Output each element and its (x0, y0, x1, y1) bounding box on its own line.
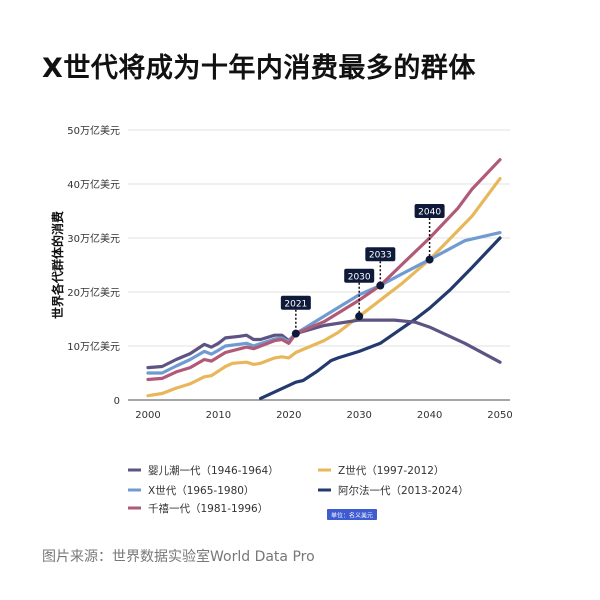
annotation-point (376, 281, 385, 290)
annotation-label: 2033 (369, 251, 392, 261)
y-tick-label: 30万亿美元 (67, 232, 120, 245)
unit-badge (327, 509, 377, 520)
x-tick-label: 2050 (487, 410, 512, 421)
annotation-badge (365, 247, 396, 262)
annotation-point (425, 255, 434, 264)
x-tick-label: 2000 (135, 410, 160, 421)
series-line (146, 158, 502, 382)
series-line (146, 318, 502, 370)
annotation-label: 2040 (418, 208, 441, 218)
x-tick-label: 2010 (206, 410, 231, 421)
annotation-badge (280, 295, 311, 310)
x-tick-label: 2020 (276, 410, 301, 421)
y-tick-label: 50万亿美元 (67, 124, 120, 137)
series-line (259, 236, 502, 400)
series-line (146, 177, 502, 398)
y-axis-label: 世界各代群体的消费 (50, 211, 65, 319)
legend-label: 阿尔法一代（2013-2024） (338, 484, 469, 497)
source-note: 图片来源：世界数据实验室World Data Pro (42, 549, 315, 565)
unit-badge-text: 单位：名义美元 (331, 512, 373, 520)
y-tick-label: 20万亿美元 (67, 286, 120, 299)
legend-label: X世代（1965-1980） (148, 485, 254, 497)
x-tick-label: 2030 (346, 410, 371, 421)
y-tick-label: 0 (114, 396, 120, 407)
annotation-badge (344, 268, 375, 283)
annotation-label: 2030 (348, 272, 371, 282)
y-tick-label: 40万亿美元 (67, 178, 120, 191)
legend-label: 千禧一代（1981-1996） (148, 502, 268, 515)
x-tick-label: 2040 (417, 410, 442, 421)
annotation-label: 2021 (284, 299, 307, 309)
legend-label: 婴儿潮一代（1946-1964） (148, 464, 279, 477)
annotation-badge (414, 204, 445, 218)
annotation-point (355, 312, 364, 321)
chart-title: X世代将成为十年内消费最多的群体 (42, 53, 476, 84)
legend-label: Z世代（1997-2012） (338, 465, 444, 477)
series-line (146, 231, 502, 375)
annotation-point (291, 329, 300, 338)
y-tick-label: 10万亿美元 (67, 340, 120, 353)
